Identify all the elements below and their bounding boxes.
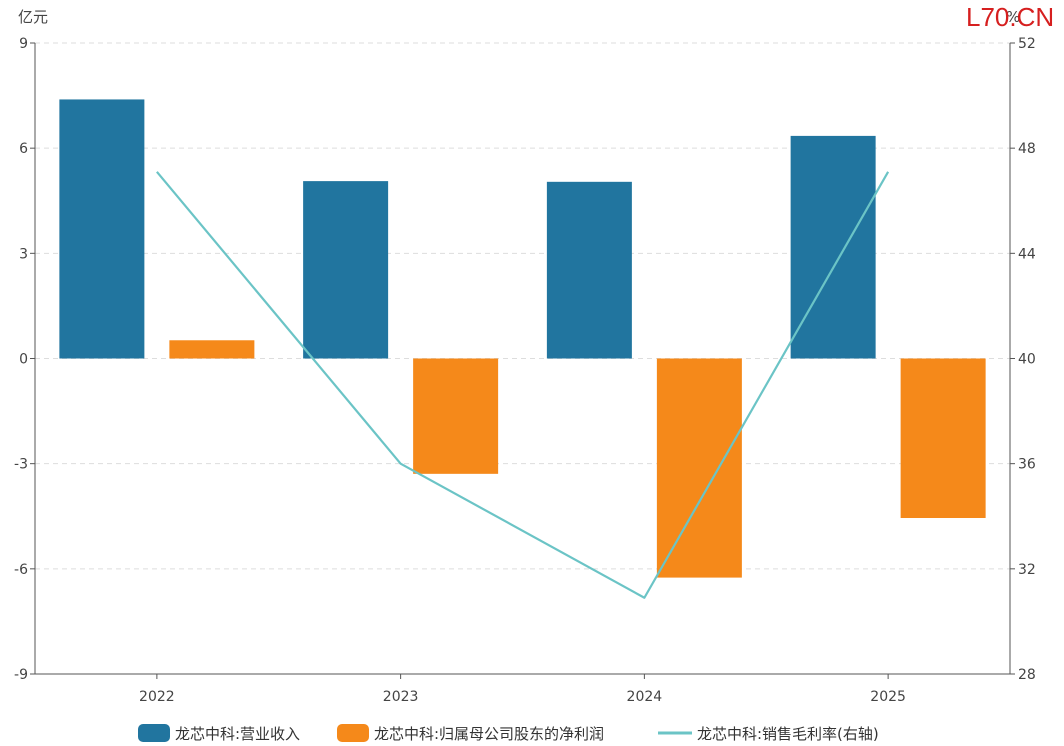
x-tick-label: 2022	[139, 689, 175, 705]
legend: 龙芯中科:营业收入 龙芯中科:归属母公司股东的净利润 龙芯中科:销售毛利率(右轴)	[138, 724, 879, 743]
bars	[59, 99, 986, 578]
left-tick-label: 6	[19, 141, 28, 157]
x-tick-label: 2023	[383, 689, 419, 705]
left-tick-label: 3	[19, 246, 28, 262]
gross-margin-line	[156, 171, 890, 599]
left-tick-label: 9	[19, 36, 28, 52]
x-tick-label: 2024	[627, 689, 663, 705]
margin-line	[156, 171, 890, 599]
right-axis-unit: %	[1006, 8, 1020, 26]
right-tick-label: 52	[1018, 36, 1036, 52]
left-axis-unit: 亿元	[18, 8, 48, 26]
axes: 9 6 3 0 -3 -6 -9 52 48 44 40 36 32 28 2022 2023 2024 2025	[14, 36, 1036, 705]
left-tick-label: -3	[14, 457, 28, 473]
legend-label: 龙芯中科:营业收入	[175, 725, 300, 743]
revenue-bar	[303, 181, 389, 359]
right-tick-label: 36	[1018, 457, 1036, 473]
right-tick-label: 48	[1018, 141, 1036, 157]
left-tick-label: 0	[19, 352, 28, 368]
net-profit-bar	[413, 358, 499, 474]
watermark: L70.CN	[966, 2, 1054, 32]
revenue-bar	[59, 99, 145, 359]
revenue-bar	[790, 135, 876, 359]
left-tick-label: -9	[14, 667, 28, 683]
right-tick-label: 40	[1018, 352, 1036, 368]
x-tick-label: 2025	[870, 689, 906, 705]
right-tick-label: 32	[1018, 562, 1036, 578]
legend-label: 龙芯中科:销售毛利率(右轴)	[697, 725, 879, 743]
net-profit-bar	[656, 358, 742, 578]
revenue-bar	[546, 181, 632, 359]
legend-swatch	[337, 724, 369, 742]
left-tick-label: -6	[14, 562, 28, 578]
net-profit-bar	[169, 340, 255, 359]
legend-swatch	[138, 724, 170, 742]
net-profit-bar	[900, 358, 986, 519]
right-tick-label: 28	[1018, 667, 1036, 683]
right-tick-label: 44	[1018, 246, 1036, 262]
legend-label: 龙芯中科:归属母公司股东的净利润	[374, 725, 604, 743]
